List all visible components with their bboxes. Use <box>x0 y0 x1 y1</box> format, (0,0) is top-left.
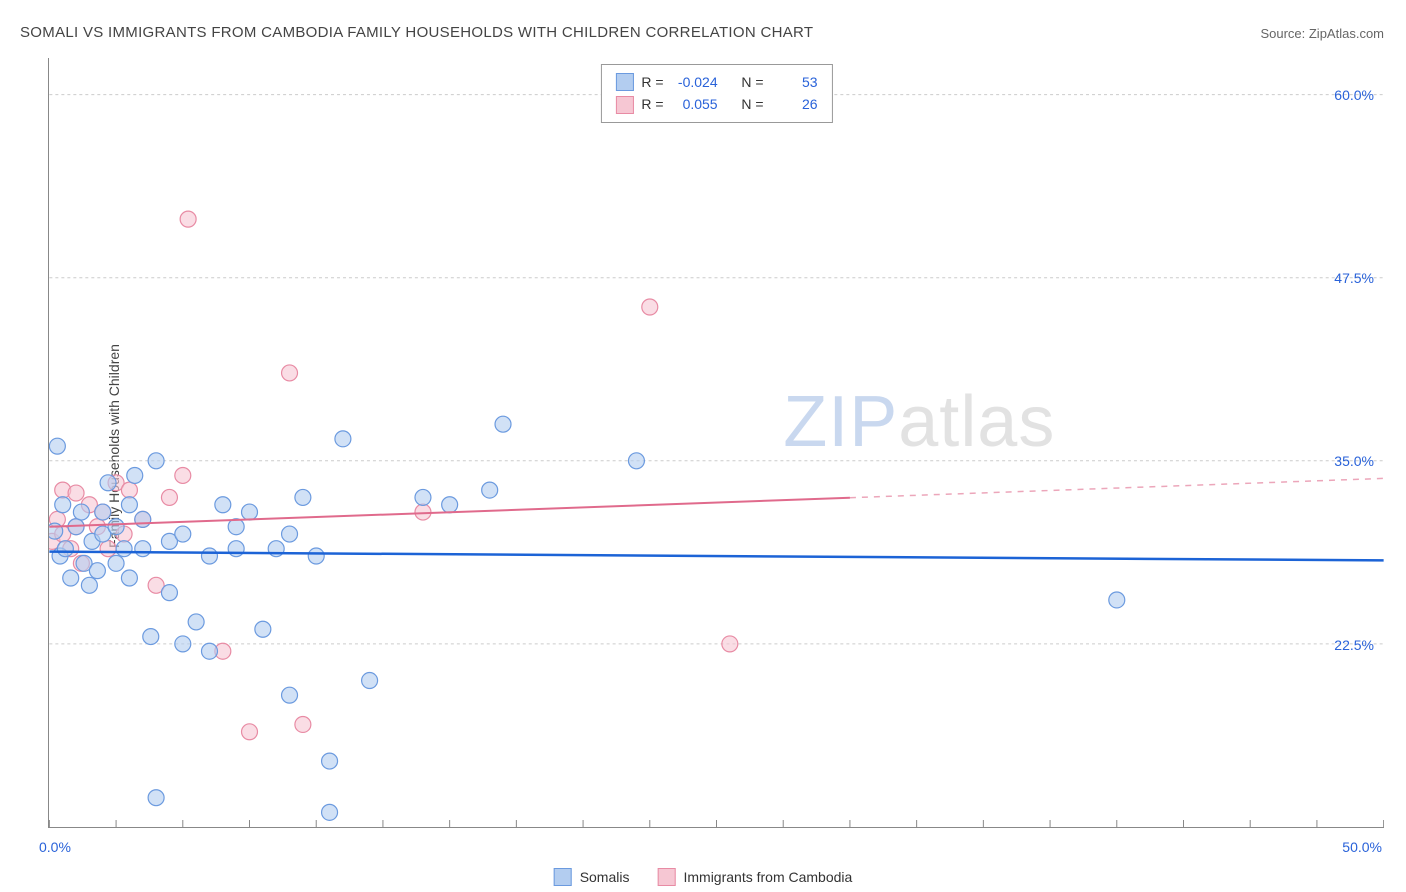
r-label-2: R = <box>641 93 663 115</box>
y-tick-label: 60.0% <box>1334 87 1374 103</box>
legend-label-somalis: Somalis <box>580 869 630 885</box>
stats-row-1: R = -0.024 N = 53 <box>615 71 817 93</box>
n-value-2: 26 <box>772 93 818 115</box>
legend-swatch-somalis <box>615 73 633 91</box>
r-label-1: R = <box>641 71 663 93</box>
legend-item-cambodia: Immigrants from Cambodia <box>657 868 852 886</box>
n-label-1: N = <box>741 71 763 93</box>
x-tick-max: 50.0% <box>1342 839 1382 855</box>
r-value-2: 0.055 <box>672 93 718 115</box>
bottom-legend: Somalis Immigrants from Cambodia <box>554 868 853 886</box>
x-tick-min: 0.0% <box>39 839 71 855</box>
stats-box: R = -0.024 N = 53 R = 0.055 N = 26 <box>600 64 832 123</box>
y-tick-label: 47.5% <box>1334 270 1374 286</box>
r-value-1: -0.024 <box>672 71 718 93</box>
legend-item-somalis: Somalis <box>554 868 630 886</box>
legend-label-cambodia: Immigrants from Cambodia <box>683 869 852 885</box>
source-label: Source: ZipAtlas.com <box>1260 26 1384 41</box>
legend-swatch-cambodia-bottom <box>657 868 675 886</box>
stats-row-2: R = 0.055 N = 26 <box>615 93 817 115</box>
n-label-2: N = <box>741 93 763 115</box>
y-tick-label: 22.5% <box>1334 637 1374 653</box>
scatter-svg <box>49 58 1384 827</box>
chart-title: SOMALI VS IMMIGRANTS FROM CAMBODIA FAMIL… <box>20 24 813 41</box>
legend-swatch-cambodia <box>615 96 633 114</box>
y-tick-label: 35.0% <box>1334 453 1374 469</box>
plot-area: ZIPatlas R = -0.024 N = 53 R = 0.055 N =… <box>48 58 1384 828</box>
legend-swatch-somalis-bottom <box>554 868 572 886</box>
n-value-1: 53 <box>772 71 818 93</box>
